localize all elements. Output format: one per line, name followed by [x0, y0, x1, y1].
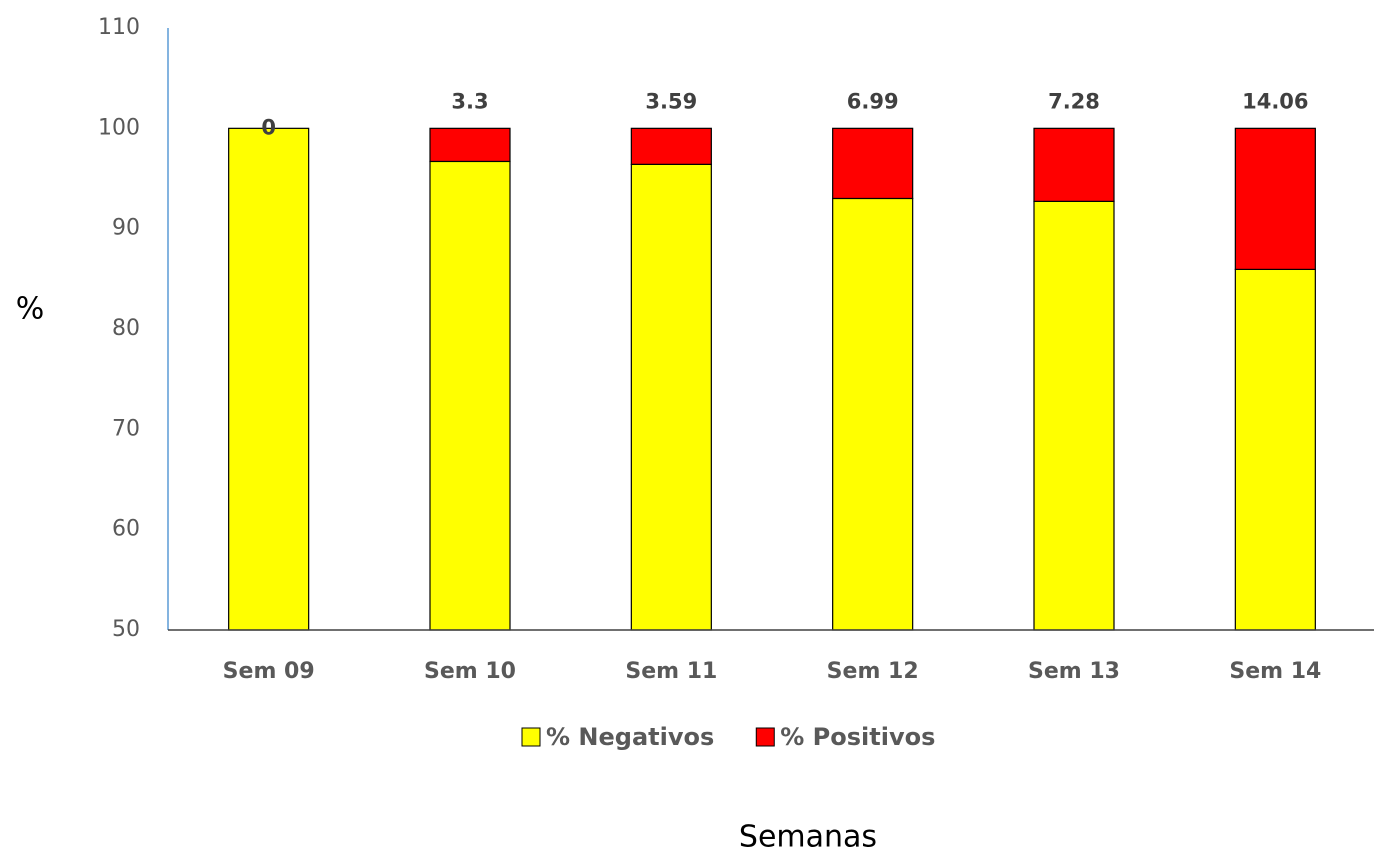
- y-tick-label: 70: [112, 416, 140, 441]
- x-tick-label: Sem 12: [827, 659, 919, 684]
- bar-segment: [1033, 127, 1115, 202]
- data-label: 3.59: [645, 89, 697, 113]
- x-tick-label: Sem 13: [1028, 659, 1120, 684]
- data-label: 3.3: [451, 89, 488, 113]
- bar-segment: [832, 197, 914, 631]
- legend-label: % Negativos: [546, 723, 714, 751]
- y-axis-title: %: [16, 292, 45, 327]
- y-tick-label: 110: [98, 15, 140, 40]
- data-label: 14.06: [1242, 89, 1308, 113]
- bar-segment: [630, 163, 712, 631]
- data-label: 7.28: [1048, 89, 1100, 113]
- bar-segment: [630, 127, 712, 165]
- y-tick-label: 90: [112, 216, 140, 241]
- legend-label: % Positivos: [780, 723, 935, 751]
- x-tick-label: Sem 11: [625, 659, 717, 684]
- x-tick-label: Sem 14: [1229, 659, 1321, 684]
- bar-segment: [429, 160, 511, 631]
- bar-segment: [228, 127, 310, 631]
- legend-swatch: [521, 727, 541, 747]
- bar-segment: [1234, 268, 1316, 631]
- bar-segment: [429, 127, 511, 163]
- y-tick-label: 60: [112, 517, 140, 542]
- x-tick-label: Sem 10: [424, 659, 516, 684]
- y-tick-label: 80: [112, 316, 140, 341]
- legend-swatch: [755, 727, 775, 747]
- data-label: 6.99: [847, 89, 899, 113]
- bar-segment: [832, 127, 914, 200]
- bar-segment: [1033, 200, 1115, 631]
- x-axis-title: Semanas: [739, 820, 877, 855]
- x-tick-label: Sem 09: [223, 659, 315, 684]
- y-tick-label: 50: [112, 617, 140, 642]
- data-label: 0: [261, 115, 276, 139]
- bar-segment: [1234, 127, 1316, 271]
- y-tick-label: 100: [98, 115, 140, 140]
